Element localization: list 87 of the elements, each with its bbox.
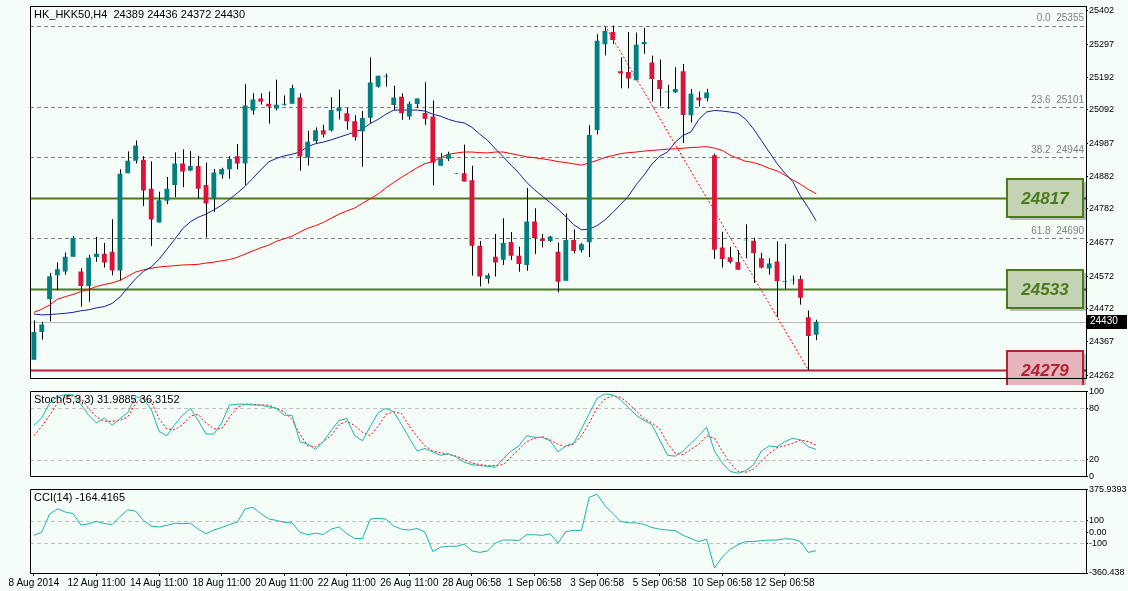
y-tick-label: 0 — [1089, 471, 1095, 482]
candlestick — [399, 92, 404, 121]
candlestick — [54, 261, 60, 291]
candlestick — [805, 309, 811, 371]
x-tick-label: 3 Sep 06:58 — [570, 576, 625, 588]
y-tick-label: 25092 — [1089, 104, 1115, 115]
y-tick-label: -100 — [1089, 537, 1108, 548]
x-tick-label: 8 Aug 2014 — [8, 576, 60, 588]
ref-line-label: 24817 — [1020, 188, 1071, 208]
y-tick-label: 25297 — [1089, 38, 1115, 49]
x-tick-label: 28 Aug 06:58 — [442, 576, 502, 588]
candlestick — [798, 275, 803, 306]
ref-line-label: 24533 — [1020, 279, 1070, 299]
candlestick — [782, 243, 788, 290]
candlestick — [391, 85, 397, 111]
x-tick-label: 12 Aug 11:00 — [67, 576, 127, 588]
candlestick — [266, 91, 271, 125]
ref-line-label: 23.6 25101 — [1031, 93, 1085, 105]
y-tick-label: 24782 — [1089, 203, 1115, 214]
y-tick-label: -360.438 — [1089, 567, 1125, 578]
candlestick — [94, 236, 99, 263]
candlestick — [571, 228, 577, 254]
candlestick — [172, 151, 178, 198]
candlestick — [406, 100, 412, 121]
y-tick-label: 100 — [1089, 515, 1105, 526]
y-tick-label: 80 — [1089, 402, 1100, 413]
y-tick-label: 100 — [1089, 385, 1105, 396]
y-tick-label: 20 — [1089, 454, 1100, 465]
candlestick — [344, 107, 350, 131]
candlestick — [133, 139, 139, 165]
x-tick-label: 10 Sep 06:58 — [692, 576, 753, 588]
candlestick — [461, 144, 467, 182]
candlestick — [735, 249, 741, 271]
y-tick-label: 0.00 — [1089, 526, 1107, 537]
candlestick — [352, 114, 358, 141]
ref-line-label: 24279 — [1020, 360, 1070, 380]
candlestick — [625, 31, 631, 89]
ref-line-label: 24430 — [1090, 315, 1119, 327]
y-tick-label: 24572 — [1089, 270, 1115, 281]
y-tick-label: 25402 — [1089, 5, 1115, 16]
candlestick — [657, 59, 663, 107]
chart-title: Stoch(5,3,3) 31.9885 36.3152 — [34, 392, 180, 405]
y-tick-label: 24262 — [1089, 369, 1115, 380]
x-tick-label: 12 Sep 06:58 — [755, 576, 816, 588]
candlestick — [101, 242, 107, 269]
chart-title: CCI(14) -164.4165 — [34, 490, 126, 503]
ref-line-label: 61.8 24690 — [1031, 225, 1085, 237]
candlestick — [281, 94, 287, 107]
y-tick-label: 375.9393 — [1089, 483, 1127, 494]
candlestick — [305, 130, 311, 166]
candlestick — [47, 272, 52, 322]
x-tick-label: 20 Aug 11:00 — [255, 576, 314, 588]
candlestick — [360, 110, 365, 168]
ref-line-label: 38.2 24944 — [1031, 143, 1085, 155]
candlestick — [180, 148, 185, 188]
candlestick — [532, 207, 537, 255]
y-tick-label: 24472 — [1089, 302, 1115, 313]
candlestick — [610, 25, 616, 45]
x-tick-label: 22 Aug 11:00 — [317, 576, 377, 588]
chart-title: HK_HKK50,H4 24389 24436 24372 24430 — [34, 7, 246, 20]
candlestick — [164, 176, 170, 205]
y-tick-label: 24987 — [1089, 137, 1115, 148]
x-tick-label: 26 Aug 11:00 — [380, 576, 439, 588]
candlestick — [500, 217, 506, 266]
candlestick — [649, 55, 655, 102]
candlestick — [672, 66, 678, 94]
candlestick — [751, 237, 756, 284]
candlestick — [813, 319, 819, 341]
candlestick — [516, 246, 522, 273]
y-tick-label: 24677 — [1089, 237, 1115, 248]
y-tick-label: 24882 — [1089, 171, 1115, 182]
x-tick-label: 5 Sep 06:58 — [632, 576, 688, 588]
candlestick — [78, 267, 84, 308]
ref-line-label: 0.0 25355 — [1036, 12, 1085, 24]
y-tick-label: 25192 — [1089, 72, 1115, 83]
candlestick — [195, 155, 201, 199]
candlestick — [109, 218, 115, 276]
x-tick-label: 1 Sep 06:58 — [507, 576, 562, 588]
candlestick — [719, 231, 725, 269]
candlestick — [227, 155, 232, 180]
y-tick-label: 24367 — [1089, 336, 1115, 347]
candlestick — [62, 252, 68, 276]
x-tick-label: 14 Aug 11:00 — [129, 576, 189, 588]
x-tick-label: 18 Aug 11:00 — [192, 576, 252, 588]
candlestick — [234, 143, 240, 170]
candlestick — [618, 56, 623, 89]
candlestick — [328, 96, 334, 133]
